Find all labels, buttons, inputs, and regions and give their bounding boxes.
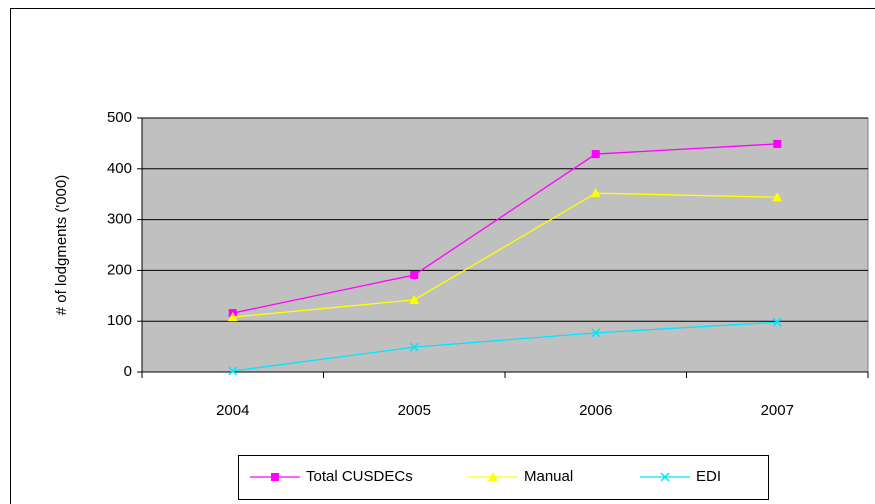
- marker: [488, 472, 498, 481]
- y-tick-label: 500: [107, 109, 132, 126]
- marker: [591, 328, 601, 338]
- x-tick-label: 2007: [761, 402, 794, 419]
- marker: [271, 473, 279, 481]
- legend-label: Total CUSDECs: [306, 468, 413, 485]
- marker: [591, 150, 600, 159]
- series-line: [232, 143, 778, 314]
- legend-label: EDI: [696, 468, 721, 485]
- marker: [228, 366, 238, 376]
- y-tick-label: 200: [107, 261, 132, 278]
- y-axis-title: # of lodgments ('000): [53, 175, 70, 315]
- series-line: [232, 192, 778, 318]
- legend-label: Manual: [524, 468, 573, 485]
- marker: [772, 317, 782, 327]
- x-tick-label: 2005: [398, 402, 431, 419]
- marker: [772, 192, 783, 202]
- plot-area: [141, 117, 869, 373]
- y-tick-label: 0: [124, 363, 132, 380]
- marker: [410, 270, 419, 279]
- marker: [227, 312, 238, 322]
- x-tick-label: 2004: [216, 402, 249, 419]
- x-tick-label: 2006: [579, 402, 612, 419]
- y-tick-label: 300: [107, 211, 132, 228]
- y-tick-label: 400: [107, 160, 132, 177]
- marker: [409, 342, 419, 352]
- marker: [409, 294, 420, 304]
- marker: [590, 188, 601, 198]
- marker: [773, 139, 782, 148]
- series-line: [232, 321, 778, 372]
- y-tick-label: 100: [107, 312, 132, 329]
- marker: [660, 472, 670, 482]
